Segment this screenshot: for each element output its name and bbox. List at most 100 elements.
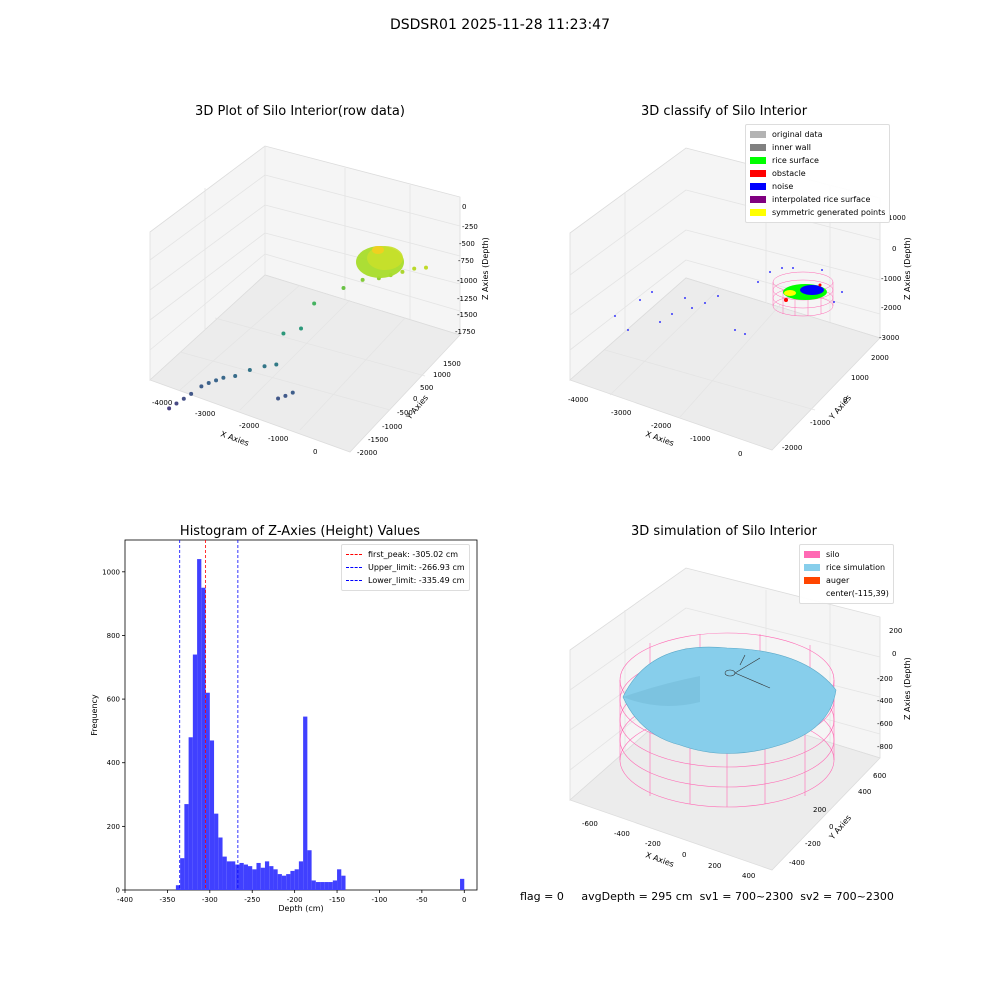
avg-depth-text: avgDepth = 295 cm <box>581 890 693 903</box>
data-point <box>400 269 405 274</box>
panel1-title: 3D Plot of Silo Interior(row data) <box>195 104 405 119</box>
p1-ztick: -1500 <box>457 311 477 319</box>
legend-label: Lower_limit: -335.49 cm <box>368 576 465 585</box>
legend-swatch <box>750 157 766 164</box>
legend-item: obstacle <box>750 167 885 180</box>
data-point <box>360 277 365 282</box>
simulation-legend: silo rice simulation auger center(-115,3… <box>799 544 894 604</box>
p1-ztick: -1000 <box>457 277 477 285</box>
legend-line <box>346 567 362 568</box>
data-point <box>167 406 172 411</box>
p1-xtick: -1000 <box>268 435 288 443</box>
data-point <box>276 396 281 401</box>
p1-ztick: -500 <box>459 240 475 248</box>
legend-swatch <box>804 551 820 558</box>
legend-item: noise <box>750 180 885 193</box>
p1-ztick: -1750 <box>455 328 475 336</box>
legend-item: first_peak: -305.02 cm <box>346 548 465 561</box>
legend-item: interpolated rice surface <box>750 193 885 206</box>
legend-label: first_peak: -305.02 cm <box>368 550 459 559</box>
data-point <box>274 362 279 367</box>
flag-text: flag = 0 <box>520 890 564 903</box>
legend-line <box>346 580 362 581</box>
data-point <box>412 266 417 271</box>
p1-xtick: -2000 <box>239 422 259 430</box>
data-point <box>189 391 194 396</box>
data-point <box>262 364 267 369</box>
legend-label: obstacle <box>772 169 806 178</box>
histogram-legend: first_peak: -305.02 cm Upper_limit: -266… <box>341 544 470 591</box>
p1-ztick: 0 <box>462 203 466 211</box>
legend-item: inner wall <box>750 141 885 154</box>
figure-title: DSDSR01 2025-11-28 11:23:47 <box>389 17 610 33</box>
rice-surface-blob <box>356 246 404 278</box>
p1-xtick: 0 <box>313 448 317 456</box>
legend-swatch <box>804 564 820 571</box>
legend-item: Upper_limit: -266.93 cm <box>346 561 465 574</box>
p1-ytick: -1000 <box>382 423 402 431</box>
panel2-title: 3D classify of Silo Interior <box>640 104 808 119</box>
legend-label: auger <box>826 576 850 585</box>
legend-label: symmetric generated points <box>772 208 886 217</box>
p1-ytick: -2000 <box>357 449 377 457</box>
legend-item: auger <box>804 574 889 587</box>
data-point <box>312 301 317 306</box>
legend-swatch <box>804 577 820 584</box>
legend-swatch <box>750 209 766 216</box>
legend-item: silo <box>804 548 889 561</box>
data-point <box>423 265 428 270</box>
p1-ytick: 0 <box>413 395 417 403</box>
legend-item: original data <box>750 128 885 141</box>
data-point <box>290 390 295 395</box>
p1-xlabel: X Axies <box>219 429 250 448</box>
legend-swatch <box>750 144 766 151</box>
legend-label: center(-115,39) <box>826 589 889 598</box>
p1-ztick: -250 <box>462 223 478 231</box>
p1-ytick: 1500 <box>443 360 461 368</box>
data-point <box>199 384 204 389</box>
legend-label: silo <box>826 550 840 559</box>
legend-swatch <box>750 196 766 203</box>
data-point <box>341 285 346 290</box>
data-point <box>214 378 219 383</box>
p1-ztick: -1250 <box>457 295 477 303</box>
legend-label: Upper_limit: -266.93 cm <box>368 563 465 572</box>
legend-item: rice surface <box>750 154 885 167</box>
p1-zlabel: Z Axies (Depth) <box>481 237 490 300</box>
data-point <box>299 326 304 331</box>
panel3-title: Histogram of Z-Axies (Height) Values <box>179 524 421 539</box>
legend-item: Lower_limit: -335.49 cm <box>346 574 465 587</box>
p1-ytick: 1000 <box>433 371 451 379</box>
classify-legend: original data inner wall rice surface ob… <box>745 124 891 223</box>
sv2-text: sv2 = 700~2300 <box>800 890 894 903</box>
legend-swatch <box>750 131 766 138</box>
p1-ytick: 500 <box>420 384 433 392</box>
p1-xtick: -3000 <box>195 410 215 418</box>
legend-item: symmetric generated points <box>750 206 885 219</box>
p1-ytick: -500 <box>397 409 413 417</box>
legend-label: rice surface <box>772 156 819 165</box>
legend-line <box>346 554 362 555</box>
p1-xtick: -4000 <box>152 399 172 407</box>
legend-label: noise <box>772 182 794 191</box>
data-point <box>281 331 286 336</box>
data-point <box>206 380 211 385</box>
panel4-title: 3D simulation of Silo Interior <box>631 524 817 539</box>
status-footer: flag = 0 avgDepth = 295 cm sv1 = 700~230… <box>520 890 894 903</box>
data-point <box>221 375 226 380</box>
legend-swatch <box>804 590 820 597</box>
legend-swatch <box>750 183 766 190</box>
legend-swatch <box>750 170 766 177</box>
legend-label: interpolated rice surface <box>772 195 871 204</box>
data-point <box>233 373 238 378</box>
legend-label: rice simulation <box>826 563 886 572</box>
p1-ztick: -750 <box>458 257 474 265</box>
data-point <box>174 401 179 406</box>
legend-label: inner wall <box>772 143 812 152</box>
p1-ytick: -1500 <box>368 436 388 444</box>
legend-item: center(-115,39) <box>804 587 889 600</box>
data-point <box>247 367 252 372</box>
sv1-text: sv1 = 700~2300 <box>699 890 794 903</box>
legend-item: rice simulation <box>804 561 889 574</box>
legend-label: original data <box>772 130 823 139</box>
